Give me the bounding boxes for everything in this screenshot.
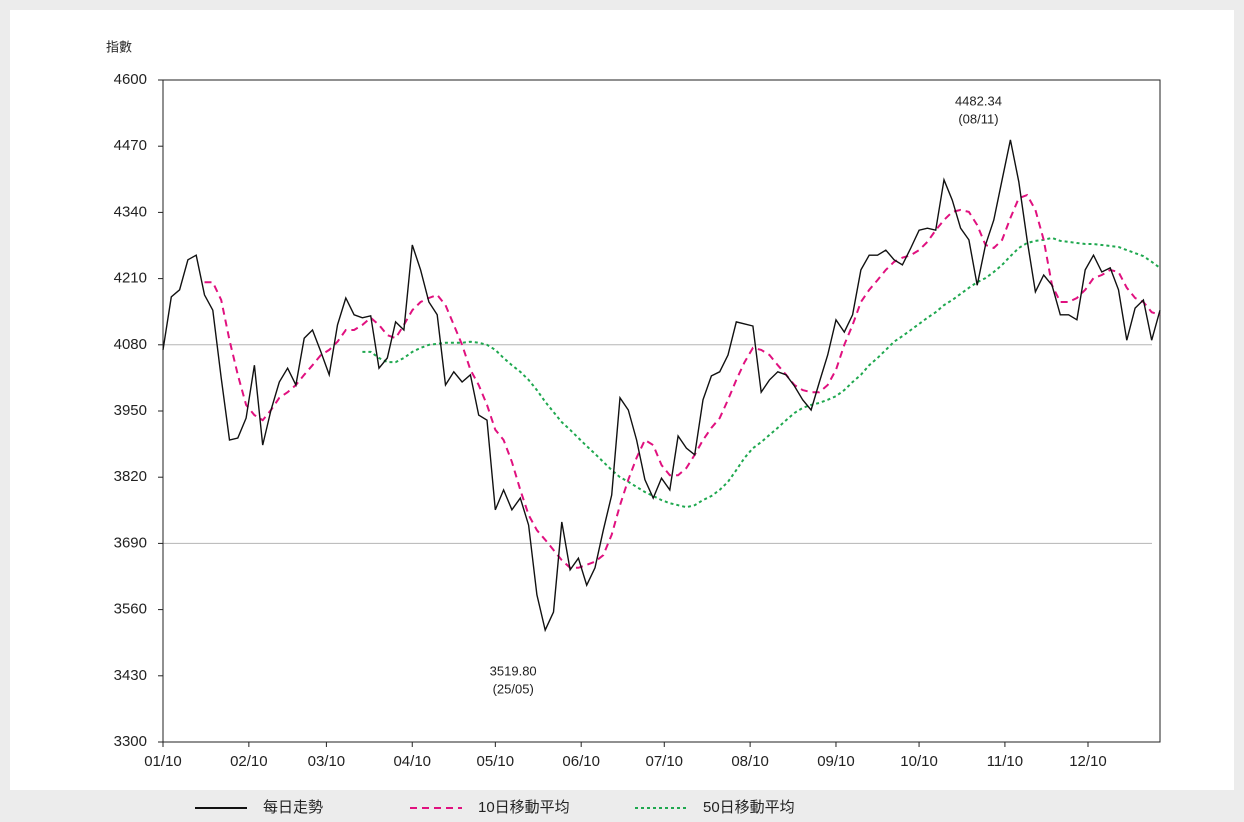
annotation-value: 4482.34 [955, 93, 1002, 108]
annotation-date: (25/05) [493, 682, 534, 697]
annotation-date: (08/11) [958, 111, 998, 126]
y-tick-label: 4470 [114, 137, 147, 154]
x-tick-label: 11/10 [987, 753, 1023, 770]
x-tick-label: 12/10 [1069, 753, 1107, 770]
x-tick-label: 02/10 [230, 753, 268, 770]
x-tick-label: 03/10 [308, 753, 346, 770]
x-tick-label: 09/10 [817, 753, 855, 770]
legend-label: 每日走勢 [263, 799, 323, 816]
x-tick-label: 04/10 [393, 753, 431, 770]
y-axis-label: 指數 [106, 39, 132, 54]
x-tick-label: 08/10 [731, 753, 769, 770]
y-tick-label: 4600 [114, 71, 147, 88]
y-tick-label: 3690 [114, 534, 147, 551]
series-line [204, 193, 1161, 569]
y-tick-label: 4080 [114, 336, 147, 353]
x-tick-label: 01/10 [144, 753, 182, 770]
x-tick-label: 06/10 [562, 753, 600, 770]
y-tick-label: 3430 [114, 667, 147, 684]
annotation-value: 3519.80 [490, 664, 537, 679]
y-tick-label: 4340 [114, 203, 147, 220]
x-tick-label: 10/10 [900, 753, 938, 770]
y-tick-label: 3820 [114, 468, 147, 485]
y-tick-label: 3300 [114, 733, 147, 750]
y-tick-label: 3950 [114, 402, 147, 419]
x-tick-label: 07/10 [645, 753, 683, 770]
series-line [162, 139, 1161, 633]
x-tick-label: 05/10 [477, 753, 515, 770]
legend-label: 10日移動平均 [478, 799, 570, 816]
y-tick-label: 4210 [114, 270, 147, 287]
legend-label: 50日移動平均 [703, 799, 795, 816]
y-tick-label: 3560 [114, 601, 147, 618]
